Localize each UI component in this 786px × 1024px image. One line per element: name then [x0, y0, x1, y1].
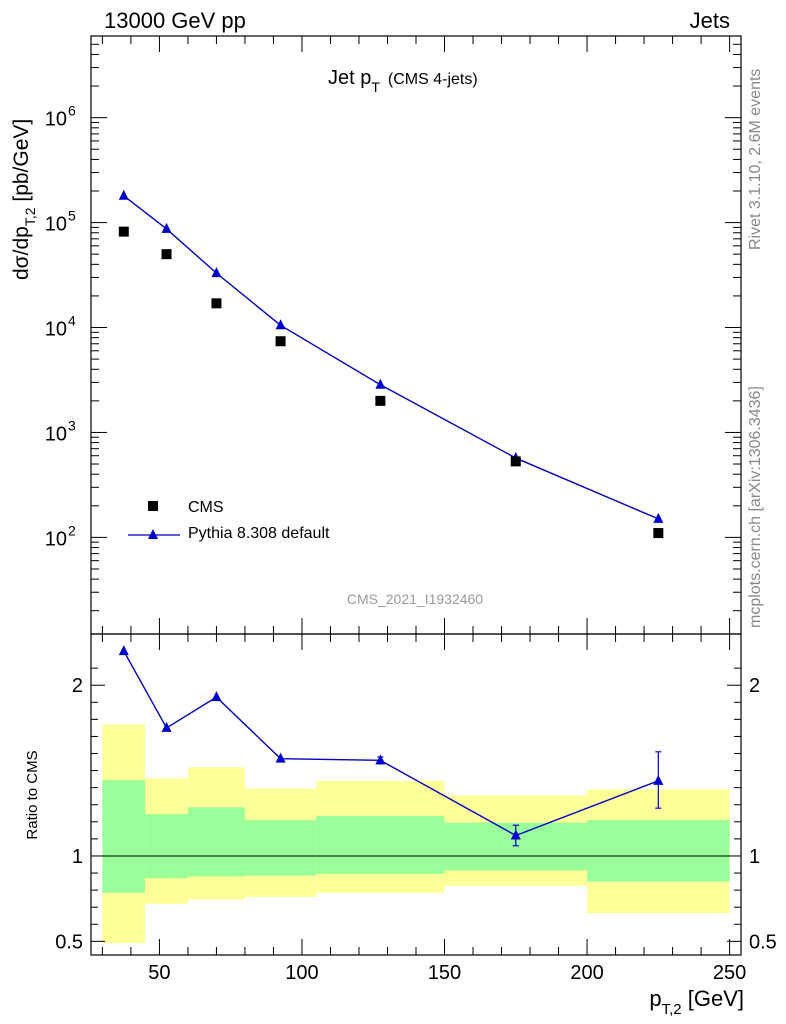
- cms-point: [211, 298, 222, 309]
- legend-marker-cms: [148, 501, 158, 511]
- cms-point: [375, 395, 386, 406]
- ylabel-main-post: [pb/GeV]: [10, 119, 33, 208]
- xlabel: pT,2 [GeV]: [649, 986, 744, 1018]
- band-inner-3: [244, 820, 317, 876]
- ratio-ytick-label: 2: [72, 675, 83, 697]
- xtick-label: 250: [713, 962, 746, 984]
- xtick-label: 50: [148, 962, 170, 984]
- mc-series-line: [123, 195, 659, 520]
- main-frame: [90, 35, 742, 635]
- side-text-top: Rivet 3.1.10, 2.6M events: [747, 69, 764, 250]
- mc-point: [375, 378, 386, 389]
- title-suffix: (CMS 4-jets): [388, 71, 478, 88]
- ytick-mantissa: 10: [45, 528, 67, 550]
- band-inner-4: [316, 815, 445, 874]
- mc-point: [118, 189, 129, 200]
- cms-point: [118, 226, 129, 237]
- band-inner-1: [145, 814, 188, 879]
- mc-point: [161, 222, 172, 233]
- ylabel-ratio: Ratio to CMS: [24, 750, 41, 839]
- main-ytick-label: 10: [45, 528, 67, 550]
- cms-point: [510, 456, 521, 467]
- band-inner-0: [102, 779, 146, 893]
- xtick-label: 150: [428, 962, 461, 984]
- ytick-mantissa: 10: [45, 214, 67, 236]
- main-ytick-label: 10: [45, 109, 67, 131]
- mc-point: [653, 512, 664, 523]
- xtick-label: 200: [570, 962, 603, 984]
- xtick-label: 100: [285, 962, 318, 984]
- ratio-point: [161, 721, 172, 732]
- ytick-mantissa: 10: [45, 423, 67, 445]
- xlabel-sub: T,2: [662, 1001, 682, 1018]
- main-ytick-exponent: 4: [68, 313, 76, 329]
- cms-point: [653, 528, 664, 539]
- ratio-point: [275, 752, 286, 763]
- main-ytick-label: 10: [45, 319, 67, 341]
- band-inner-6: [587, 820, 730, 882]
- analysis-watermark: CMS_2021_I1932460: [347, 591, 483, 607]
- ratio-ytick-label-right: 2: [749, 675, 760, 697]
- mc-point: [275, 319, 286, 330]
- ytick-mantissa: 10: [45, 109, 67, 131]
- ratio-ytick-label: 0.5: [55, 931, 83, 953]
- ylabel-main-sub: T,2: [22, 207, 38, 226]
- header-left: 13000 GeV pp: [104, 8, 246, 33]
- side-text-bottom: mcplots.cern.ch [arXiv:1306.3436]: [747, 386, 764, 628]
- band-inner-2: [187, 807, 245, 877]
- ratio-point: [510, 829, 521, 840]
- main-ytick-label: 10: [45, 423, 67, 445]
- legend-marker-mc: [148, 529, 158, 539]
- ratio-point: [211, 691, 222, 702]
- main-ytick-label: 10: [45, 214, 67, 236]
- main-ytick-exponent: 3: [68, 417, 76, 433]
- ratio-point: [375, 754, 386, 765]
- cms-point: [161, 249, 172, 260]
- main-ytick-exponent: 2: [68, 522, 76, 538]
- legend-label-cms: CMS: [188, 499, 224, 516]
- title-sub: T: [371, 79, 380, 95]
- ratio-point: [118, 645, 129, 656]
- xlabel-post: [GeV]: [682, 986, 744, 1011]
- ratio-point: [653, 774, 664, 785]
- main-ytick-exponent: 5: [68, 208, 76, 224]
- ratio-ytick-label-right: 1: [749, 846, 760, 868]
- header-right: Jets: [690, 8, 730, 33]
- ratio-ytick-label-right: 0.5: [749, 931, 777, 953]
- xlabel-pre: p: [649, 986, 661, 1011]
- cms-point: [275, 336, 286, 347]
- ylabel-main: dσ/dpT,2 [pb/GeV]: [10, 119, 38, 280]
- plot-title: Jet pT (CMS 4-jets): [328, 67, 478, 95]
- ratio-panel: 0.5 0.51 12 250 100 150 200 250: [55, 633, 777, 984]
- legend: CMS Pythia 8.308 default: [128, 499, 330, 542]
- ylabel-main-pre: dσ/dp: [10, 226, 33, 280]
- title-main: Jet p: [328, 67, 371, 89]
- ytick-mantissa: 10: [45, 319, 67, 341]
- mc-point: [211, 267, 222, 278]
- legend-label-mc: Pythia 8.308 default: [188, 525, 330, 542]
- ratio-ytick-label: 1: [72, 846, 83, 868]
- main-ytick-exponent: 6: [68, 103, 76, 119]
